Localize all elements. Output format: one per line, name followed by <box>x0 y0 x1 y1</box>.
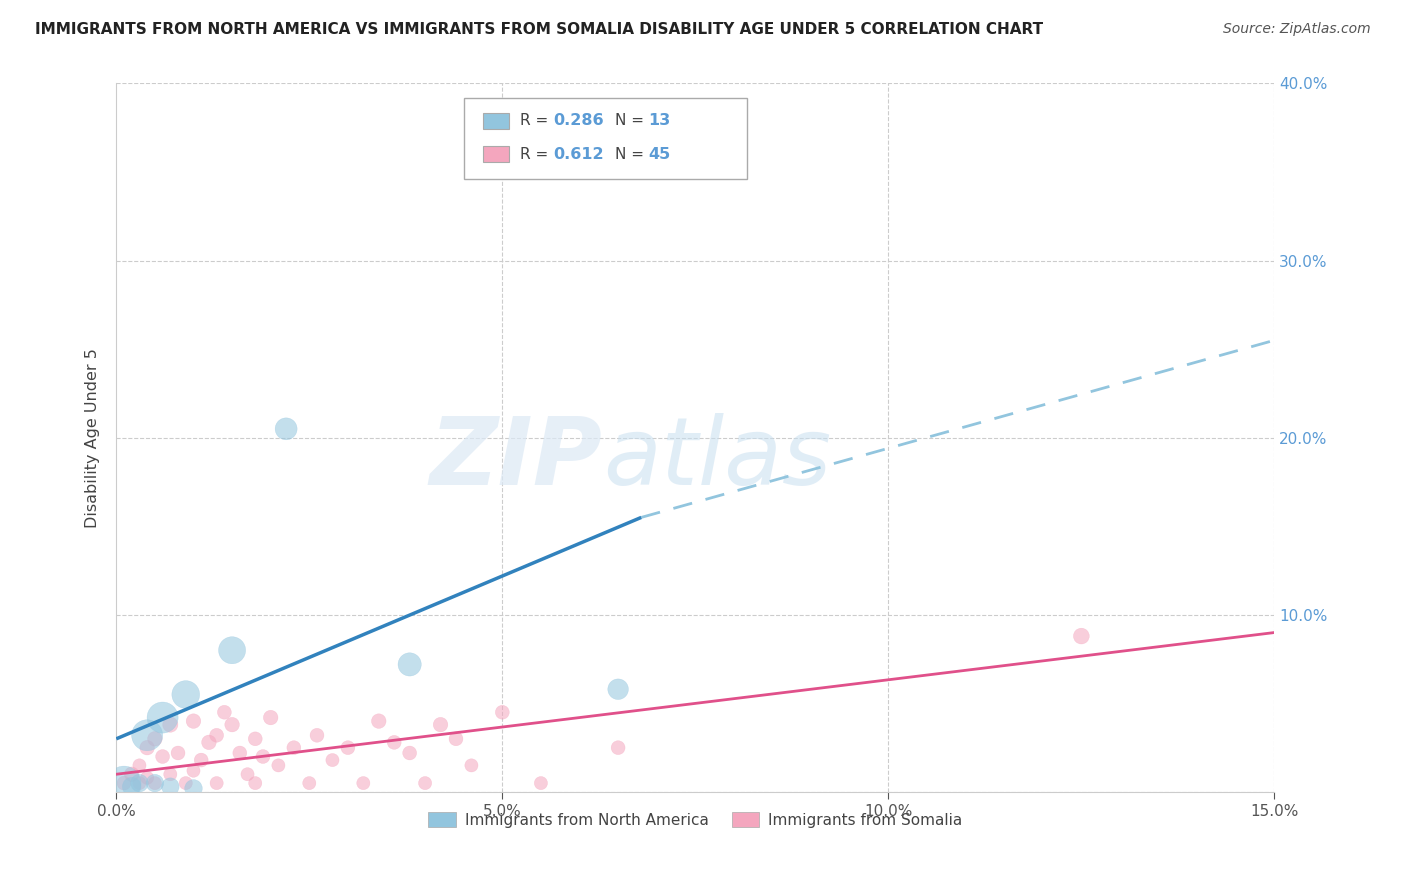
Point <box>607 740 630 755</box>
Point <box>298 776 321 790</box>
Point <box>1070 629 1092 643</box>
Point <box>128 758 150 772</box>
Point <box>183 764 205 778</box>
Text: R =: R = <box>520 113 554 128</box>
Point <box>152 710 174 724</box>
Text: 0.286: 0.286 <box>553 113 603 128</box>
Point <box>491 705 513 719</box>
Point <box>121 780 143 794</box>
Point <box>183 781 205 796</box>
Text: N =: N = <box>616 113 650 128</box>
Text: ZIP: ZIP <box>430 413 603 505</box>
Text: 13: 13 <box>648 113 671 128</box>
Point <box>236 767 259 781</box>
Point <box>221 643 243 657</box>
Point <box>198 735 221 749</box>
Point <box>167 746 190 760</box>
Point <box>413 776 436 790</box>
Text: Source: ZipAtlas.com: Source: ZipAtlas.com <box>1223 22 1371 37</box>
Point <box>112 776 135 790</box>
Point <box>183 714 205 728</box>
Point <box>444 731 467 746</box>
Point <box>229 746 252 760</box>
Point <box>136 728 159 742</box>
Point <box>152 749 174 764</box>
Point <box>159 780 181 794</box>
Point <box>429 717 451 731</box>
Y-axis label: Disability Age Under 5: Disability Age Under 5 <box>86 348 100 528</box>
Point <box>143 776 166 790</box>
Point <box>276 422 298 436</box>
Text: 0.612: 0.612 <box>553 147 603 161</box>
Point <box>128 776 150 790</box>
Point <box>305 728 328 742</box>
Text: R =: R = <box>520 147 554 161</box>
Point <box>205 728 228 742</box>
Point <box>283 740 305 755</box>
Point <box>174 688 197 702</box>
Point <box>159 717 181 731</box>
Point <box>128 776 150 790</box>
Point <box>398 746 420 760</box>
Point <box>214 705 236 719</box>
Point <box>136 740 159 755</box>
Point <box>382 735 405 749</box>
Point <box>245 731 267 746</box>
FancyBboxPatch shape <box>484 146 509 162</box>
Text: atlas: atlas <box>603 414 831 505</box>
Point <box>398 657 420 672</box>
Point <box>174 776 197 790</box>
Point <box>267 758 290 772</box>
Point <box>245 776 267 790</box>
Point <box>352 776 374 790</box>
Point <box>159 767 181 781</box>
Point <box>321 753 343 767</box>
Text: 45: 45 <box>648 147 671 161</box>
Text: N =: N = <box>616 147 650 161</box>
Point <box>260 710 283 724</box>
Point <box>143 731 166 746</box>
Point <box>143 776 166 790</box>
Point <box>221 717 243 731</box>
Point <box>136 771 159 785</box>
Point <box>112 776 135 790</box>
Point <box>460 758 482 772</box>
Point <box>336 740 359 755</box>
Legend: Immigrants from North America, Immigrants from Somalia: Immigrants from North America, Immigrant… <box>422 805 969 834</box>
Point <box>530 776 553 790</box>
Point <box>205 776 228 790</box>
Point <box>190 753 212 767</box>
Point <box>121 767 143 781</box>
FancyBboxPatch shape <box>484 113 509 128</box>
FancyBboxPatch shape <box>464 97 748 179</box>
Point <box>367 714 389 728</box>
Point <box>607 682 630 697</box>
Point <box>252 749 274 764</box>
Text: IMMIGRANTS FROM NORTH AMERICA VS IMMIGRANTS FROM SOMALIA DISABILITY AGE UNDER 5 : IMMIGRANTS FROM NORTH AMERICA VS IMMIGRA… <box>35 22 1043 37</box>
